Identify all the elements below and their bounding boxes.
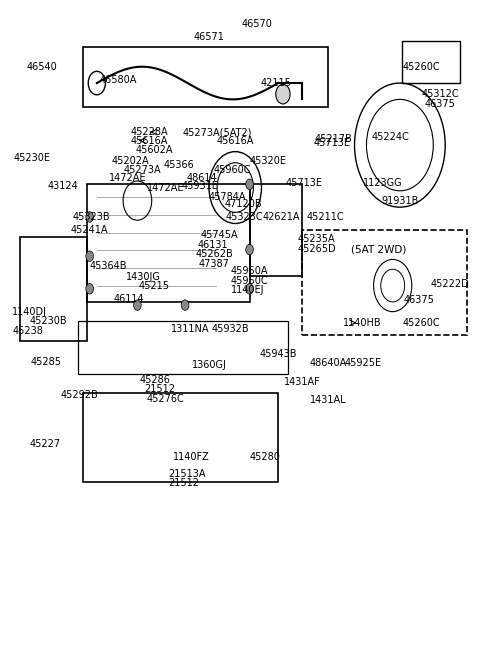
- Text: 21513A: 21513A: [168, 468, 206, 479]
- Circle shape: [133, 300, 141, 310]
- Text: 45784A: 45784A: [209, 192, 247, 202]
- Text: 43124: 43124: [48, 180, 79, 191]
- Circle shape: [86, 251, 94, 261]
- Text: 1472AE: 1472AE: [147, 182, 184, 193]
- Text: 45265D: 45265D: [297, 244, 336, 254]
- Text: 45276C: 45276C: [147, 394, 185, 403]
- Text: 48640A: 48640A: [309, 358, 347, 367]
- Bar: [83, 47, 328, 107]
- Text: 1472AE: 1472AE: [109, 173, 146, 183]
- Text: 45713E: 45713E: [314, 138, 351, 148]
- Text: 45280: 45280: [250, 452, 280, 462]
- Text: 1123GG: 1123GG: [363, 178, 403, 188]
- Text: 46131: 46131: [198, 240, 228, 250]
- Text: 45312C: 45312C: [421, 89, 459, 99]
- Text: 45602A: 45602A: [135, 145, 173, 155]
- Text: 1431AL: 1431AL: [310, 395, 347, 405]
- Text: 45230B: 45230B: [30, 316, 68, 327]
- Text: 47120B: 47120B: [225, 199, 263, 209]
- Text: 1140EJ: 1140EJ: [230, 285, 264, 295]
- Text: 91931B: 91931B: [381, 195, 419, 205]
- Text: 1140HB: 1140HB: [343, 318, 381, 328]
- Text: 45260C: 45260C: [402, 318, 440, 328]
- Text: 45215: 45215: [139, 281, 170, 291]
- Circle shape: [246, 283, 253, 294]
- Text: 45960C: 45960C: [214, 165, 251, 175]
- Text: 46570: 46570: [241, 19, 272, 30]
- Text: 45364B: 45364B: [90, 261, 127, 271]
- Circle shape: [246, 245, 253, 255]
- Text: 46540: 46540: [26, 62, 57, 72]
- Text: 45202A: 45202A: [111, 156, 149, 167]
- Text: 45950A: 45950A: [230, 266, 268, 276]
- Text: 45950C: 45950C: [230, 276, 268, 286]
- Text: 48614: 48614: [187, 173, 217, 183]
- Text: 45273A(5AT2): 45273A(5AT2): [183, 127, 252, 137]
- Text: (5AT 2WD): (5AT 2WD): [351, 245, 406, 255]
- Text: 45241A: 45241A: [71, 225, 108, 235]
- Circle shape: [181, 300, 189, 310]
- Text: 1140FZ: 1140FZ: [173, 452, 210, 462]
- Text: 45273A: 45273A: [123, 165, 161, 175]
- Text: 45713E: 45713E: [285, 178, 323, 188]
- Text: 45320E: 45320E: [250, 156, 287, 167]
- Text: 45217B: 45217B: [314, 134, 352, 144]
- Text: 45932B: 45932B: [211, 324, 249, 335]
- Text: 42115: 42115: [260, 78, 291, 88]
- Text: 45925E: 45925E: [345, 358, 382, 367]
- Text: 46580A: 46580A: [100, 75, 137, 85]
- Text: 1430JG: 1430JG: [125, 272, 160, 282]
- Text: 45323C: 45323C: [226, 212, 264, 222]
- Text: 42621A: 42621A: [263, 212, 300, 222]
- Text: 46375: 46375: [425, 99, 456, 109]
- Text: 1311NA: 1311NA: [171, 324, 209, 335]
- Text: 45616A: 45616A: [130, 136, 168, 146]
- Text: 45286: 45286: [140, 375, 171, 385]
- Text: 46114: 46114: [114, 294, 144, 304]
- Circle shape: [276, 85, 290, 104]
- Text: 45262B: 45262B: [196, 249, 233, 259]
- Text: 45228A: 45228A: [130, 127, 168, 137]
- Text: 45224C: 45224C: [372, 133, 409, 142]
- Text: 1140DJ: 1140DJ: [12, 306, 47, 317]
- Text: 45211C: 45211C: [307, 212, 345, 222]
- Text: 45235A: 45235A: [297, 234, 335, 243]
- Text: 45292B: 45292B: [61, 390, 99, 400]
- Text: 45227: 45227: [29, 439, 60, 449]
- Text: 45285: 45285: [31, 357, 62, 367]
- Text: 46571: 46571: [193, 32, 225, 43]
- Text: 1431AF: 1431AF: [284, 377, 321, 386]
- Text: 45366: 45366: [164, 159, 194, 170]
- Text: 45230E: 45230E: [14, 153, 51, 163]
- Text: 21512: 21512: [168, 478, 199, 488]
- Circle shape: [86, 283, 94, 294]
- Text: 45238: 45238: [12, 325, 43, 336]
- Text: 45260C: 45260C: [403, 62, 440, 72]
- Text: 45943B: 45943B: [259, 349, 297, 359]
- Text: 45222D: 45222D: [431, 279, 469, 289]
- Text: 47387: 47387: [199, 259, 229, 269]
- Text: 1360GJ: 1360GJ: [192, 359, 227, 369]
- Text: 45323B: 45323B: [73, 212, 110, 222]
- Bar: [402, 41, 459, 83]
- Text: 46375: 46375: [404, 295, 434, 305]
- Text: 45931E: 45931E: [182, 180, 219, 191]
- Text: 21512: 21512: [144, 384, 176, 394]
- Text: 45745A: 45745A: [201, 230, 239, 240]
- Text: 45616A: 45616A: [216, 136, 253, 146]
- Bar: [302, 230, 467, 335]
- Circle shape: [86, 212, 94, 222]
- Circle shape: [246, 179, 253, 190]
